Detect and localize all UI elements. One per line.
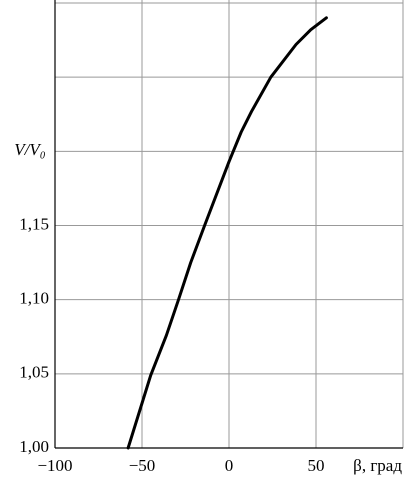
y-tick-label: 1,00 <box>19 437 49 456</box>
y-axis-label: V/V₀ <box>14 140 45 159</box>
y-tick-label: 1,10 <box>19 289 49 308</box>
x-axis-label: β, град <box>353 456 402 475</box>
x-tick-label: −50 <box>129 456 156 475</box>
x-tick-label: 0 <box>225 456 234 475</box>
curve <box>126 16 328 450</box>
y-tick-label: 1,15 <box>19 214 49 233</box>
x-tick-label: 50 <box>308 456 325 475</box>
x-tick-label: −100 <box>37 456 72 475</box>
y-tick-label: 1,05 <box>19 363 49 382</box>
